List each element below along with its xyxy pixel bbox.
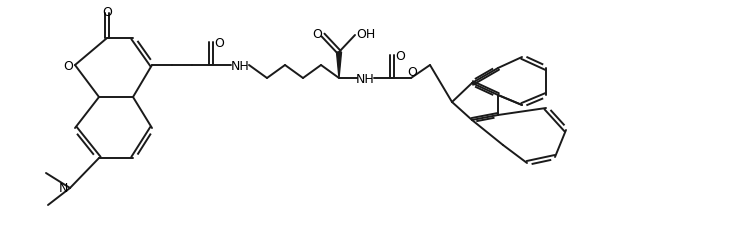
Text: O: O — [395, 50, 405, 62]
Text: O: O — [407, 65, 417, 78]
Polygon shape — [336, 52, 342, 78]
Text: O: O — [102, 5, 112, 18]
Text: O: O — [63, 60, 73, 72]
Text: NH: NH — [231, 60, 249, 72]
Text: O: O — [214, 37, 224, 50]
Text: N: N — [59, 183, 68, 195]
Text: OH: OH — [356, 27, 375, 41]
Text: O: O — [312, 27, 322, 41]
Text: NH: NH — [356, 72, 374, 85]
